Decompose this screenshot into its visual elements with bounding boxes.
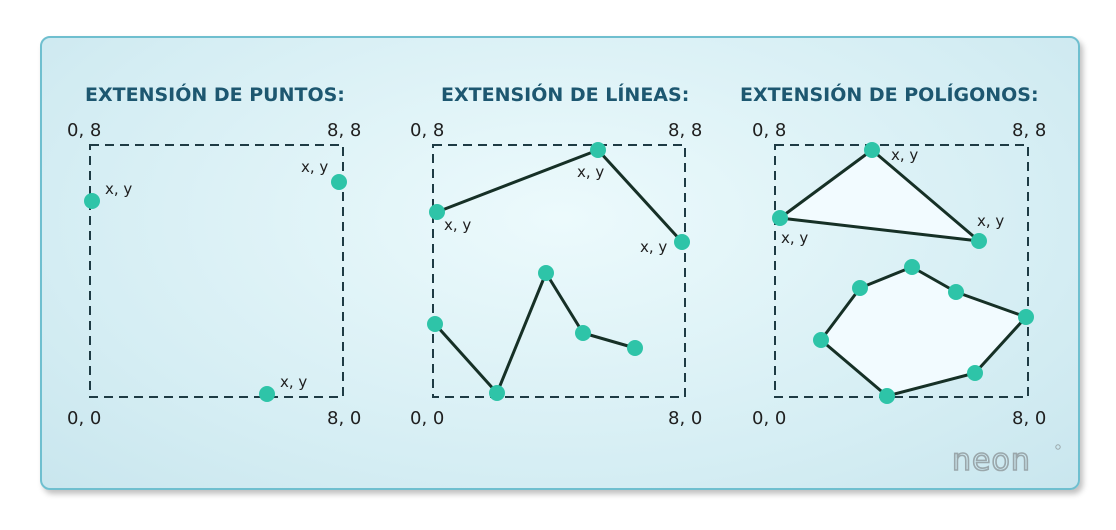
corner-top-right-label: 8, 8 [327,120,361,141]
vertex [813,332,829,348]
line-feature [433,271,636,395]
corner-bottom-left-label: 0, 0 [67,408,101,429]
vertex [627,340,643,356]
vertex [772,210,788,226]
vertex [590,142,606,158]
panel-polygons-title: EXTENSIÓN DE POLÍGONOS: [740,82,1039,106]
vertex [971,233,987,249]
point-label: x, y [280,373,307,391]
vertex [948,284,964,300]
extent-frame [89,144,344,398]
point-label: x, y [891,146,918,164]
point-label: x, y [977,212,1004,230]
heptagon-polygon [819,265,1028,398]
vertex [674,234,690,250]
corner-bottom-left-label: 0, 0 [752,408,786,429]
corner-bottom-left-label: 0, 0 [410,408,444,429]
point [331,174,347,190]
corner-top-right-label: 8, 8 [1012,120,1046,141]
corner-bottom-right-label: 8, 0 [327,408,361,429]
point-label: x, y [444,216,471,234]
point [259,386,275,402]
vertex [864,142,880,158]
vertex [427,316,443,332]
panel-lines: EXTENSIÓN DE LÍNEAS: 0, 8 8, 8 0, 0 8, 0… [410,82,702,429]
corner-top-left-label: 0, 8 [752,120,786,141]
line-feature [436,148,684,244]
corner-top-right-label: 8, 8 [668,120,702,141]
panel-polygons: EXTENSIÓN DE POLÍGONOS: 0, 8 8, 8 0, 0 8… [740,82,1046,429]
vertex [967,365,983,381]
vertex [538,265,554,281]
panel-points-title: EXTENSIÓN DE PUNTOS: [85,82,345,106]
corner-bottom-right-label: 8, 0 [1012,408,1046,429]
vertex [852,280,868,296]
corner-bottom-right-label: 8, 0 [668,408,702,429]
point-label: x, y [301,158,328,176]
vertex [575,325,591,341]
point-label: x, y [577,163,604,181]
vertex [1018,309,1034,325]
vertex [904,259,920,275]
registered-mark-icon [1055,444,1061,450]
triangle-polygon [778,148,981,243]
point [84,193,100,209]
extent-frame [432,144,686,398]
logo-text: neon [952,443,1031,478]
neon-logo: neon [951,442,1061,479]
point-label: x, y [640,238,667,256]
corner-top-left-label: 0, 8 [67,120,101,141]
panel-points: EXTENSIÓN DE PUNTOS: 0, 8 8, 8 0, 0 8, 0… [67,82,361,429]
point-label: x, y [781,229,808,247]
vertex [429,204,445,220]
extent-frame [774,144,1029,398]
panel-lines-title: EXTENSIÓN DE LÍNEAS: [441,82,689,106]
vertex [879,388,895,404]
corner-top-left-label: 0, 8 [410,120,444,141]
vertex [489,385,505,401]
point-label: x, y [105,180,132,198]
